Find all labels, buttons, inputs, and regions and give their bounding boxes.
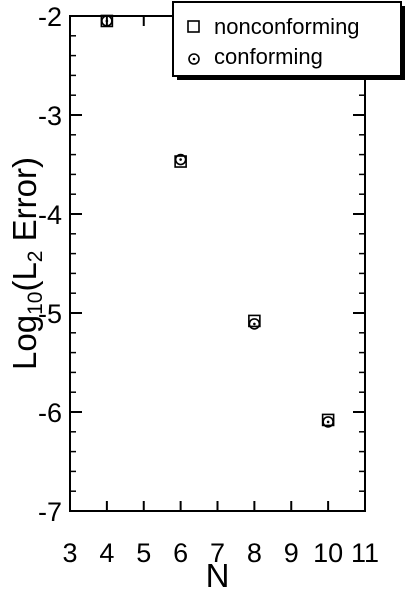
marker-conforming bbox=[248, 318, 261, 330]
y-axis-title: Log10(L2 Error) bbox=[6, 157, 47, 370]
x-tick-label: 5 bbox=[136, 538, 151, 568]
marker-conforming bbox=[322, 416, 334, 428]
legend: nonconforming conforming bbox=[172, 1, 405, 80]
legend-label-nonconforming: nonconforming bbox=[214, 14, 360, 39]
legend-square-marker bbox=[187, 20, 200, 33]
y-tick-label: -6 bbox=[38, 398, 62, 428]
y-tick-label: -2 bbox=[38, 2, 62, 32]
x-tick-label: 9 bbox=[284, 538, 299, 568]
y-tick-label: -4 bbox=[38, 200, 62, 230]
x-tick-label: 4 bbox=[99, 538, 114, 568]
y-tick-label: -7 bbox=[38, 497, 62, 527]
x-tick-label: 8 bbox=[247, 538, 262, 568]
marker-nonconforming bbox=[248, 314, 261, 328]
marker-conforming-center bbox=[253, 322, 256, 326]
x-tick-label: 11 bbox=[351, 538, 379, 568]
tick-labels: 3 4 5 6 7 8 9 10 11 -7 -6 -5 -4 -3 -2 bbox=[38, 2, 379, 568]
marker-conforming-center bbox=[179, 158, 182, 161]
x-tick-label: 3 bbox=[62, 538, 77, 568]
legend-circle-center bbox=[192, 57, 196, 61]
x-tick-label: 10 bbox=[313, 538, 343, 568]
marker-conforming-center bbox=[326, 420, 330, 424]
x-tick-label: 7 bbox=[210, 538, 225, 568]
marker-conforming bbox=[101, 15, 113, 27]
axis-ticks bbox=[69, 15, 366, 512]
legend-circle-marker bbox=[188, 53, 200, 65]
plot-frame bbox=[69, 15, 366, 512]
x-axis-title: N bbox=[206, 557, 230, 592]
marker-conforming-center bbox=[105, 19, 109, 23]
x-tick-label: 6 bbox=[173, 538, 188, 568]
data-markers bbox=[100, 14, 335, 428]
legend-box bbox=[172, 1, 402, 77]
y-tick-label: -3 bbox=[38, 101, 62, 131]
marker-conforming bbox=[174, 153, 187, 166]
marker-nonconforming bbox=[321, 413, 335, 427]
legend-label-conforming: conforming bbox=[214, 44, 323, 69]
marker-nonconforming bbox=[174, 155, 187, 168]
y-tick-label: -5 bbox=[38, 299, 62, 329]
